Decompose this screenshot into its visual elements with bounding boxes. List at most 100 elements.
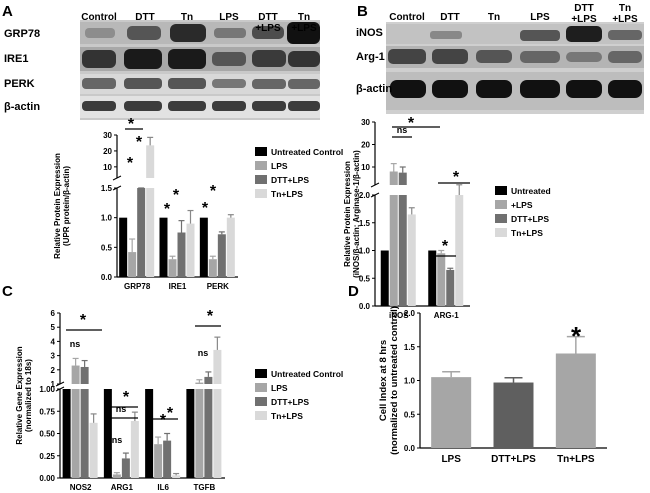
significance-star: *	[571, 321, 582, 351]
significance-star: *	[453, 169, 460, 186]
y-tick-label: 30	[361, 118, 370, 127]
y-tick-label: 0.25	[39, 452, 55, 461]
lane-label: DTT	[135, 12, 154, 23]
y-tick-label: 3	[51, 352, 56, 361]
panel-a-letter: A	[2, 3, 13, 20]
lane-label: DTT	[440, 12, 459, 23]
legend-swatch	[255, 175, 267, 184]
x-tick-label: IRE1	[169, 282, 187, 291]
lane-label: DTT +LPS	[255, 12, 281, 34]
y-tick-label: 10	[361, 163, 370, 172]
y-tick-label: 1	[51, 380, 56, 389]
legend-label: Tn+LPS	[271, 189, 303, 199]
y-tick-label: 2.0	[359, 191, 371, 200]
axis-break	[112, 175, 122, 181]
y-tick-label: 0.50	[39, 430, 55, 439]
chart-C: 0.00 0.25 0.50 0.75 1.001 2 3 4 5 6 Relative Gene …	[15, 308, 343, 492]
y-tick-label: 0.0	[101, 273, 113, 282]
y-axis-label: Cell Index at 8 hrs(normalized to untrea…	[378, 306, 400, 455]
chart-A: 0.0 0.5 1.0 1.5 10 20 30 Relative Protein Expre…	[53, 116, 343, 291]
legend-label: DTT+LPS	[511, 214, 549, 224]
panel-b-letter: B	[357, 3, 368, 20]
bar	[146, 145, 155, 178]
legend-swatch	[255, 147, 267, 156]
legend-swatch	[255, 411, 267, 420]
y-tick-label: 1.0	[404, 377, 416, 386]
band-label: β-actin	[4, 101, 40, 113]
bar	[172, 475, 181, 478]
bar	[455, 195, 464, 306]
y-tick-label: 1.0	[359, 247, 371, 256]
significance-star: *	[127, 155, 134, 172]
legend-label: LPS	[271, 161, 288, 171]
legend-swatch	[255, 383, 267, 392]
legend-label: Untreated	[511, 186, 551, 196]
lane-label-line: Tn	[298, 12, 310, 23]
legend-label: LPS	[271, 383, 288, 393]
legend-swatch	[255, 161, 267, 170]
band-label: iNOS	[356, 27, 383, 39]
y-tick-label: 1.5	[359, 219, 371, 228]
bar	[208, 259, 217, 277]
lane-label: Tn +LPS	[612, 3, 638, 25]
y-axis-label-line: Relative Gene Expression	[15, 346, 24, 444]
panel-d-letter: D	[348, 283, 359, 300]
panel-c-letter-wrap: C	[2, 283, 13, 300]
x-tick-label: ARG1	[111, 483, 134, 492]
x-tick-label: Tn+LPS	[557, 454, 595, 465]
band-label: Arg-1	[356, 51, 385, 63]
bar	[213, 349, 222, 384]
bar	[493, 382, 534, 448]
y-tick-label: 20	[103, 147, 112, 156]
significance-star: *	[164, 201, 171, 218]
x-tick-label: TGFB	[193, 483, 215, 492]
legend-swatch	[495, 200, 507, 209]
band-label: PERK	[4, 78, 35, 90]
y-tick-label: 2.0	[404, 309, 416, 318]
bar	[145, 389, 154, 478]
legend-label: Untreated Control	[271, 147, 343, 157]
significance-star: *	[128, 116, 135, 133]
lane-label: Tn	[181, 12, 193, 23]
panel-d-letter-wrap: D	[348, 283, 359, 300]
bar	[119, 217, 128, 277]
y-tick-label: 0.0	[359, 302, 371, 311]
significance-ns: ns	[70, 339, 81, 349]
y-tick-label: 0.5	[404, 410, 416, 419]
significance-ns: ns	[397, 125, 408, 135]
y-axis-label-line: (normalized to 18s)	[24, 359, 33, 432]
significance-star: *	[136, 134, 143, 151]
x-tick-label: LPS	[441, 454, 461, 465]
y-tick-label: 4	[51, 337, 56, 346]
bar	[80, 366, 89, 384]
y-tick-label: 1.00	[39, 385, 55, 394]
legend-label: DTT+LPS	[271, 397, 309, 407]
lane-label: Tn	[488, 12, 500, 23]
y-axis-label-line: Relative Protein Expression	[53, 153, 62, 259]
y-tick-label: 0.00	[39, 474, 55, 483]
legend-swatch	[255, 397, 267, 406]
bar	[128, 252, 137, 277]
bar	[437, 253, 446, 306]
significance-star: *	[80, 312, 87, 329]
band-label: GRP78	[4, 28, 40, 40]
legend-swatch	[495, 214, 507, 223]
y-tick-label: 6	[51, 309, 56, 318]
y-tick-label: 1.0	[101, 214, 113, 223]
band-label: β-actin	[356, 83, 392, 95]
significance-star: *	[442, 238, 449, 255]
bar	[195, 382, 204, 384]
y-tick-label: 1.5	[404, 343, 416, 352]
x-tick-label: NOS2	[70, 483, 92, 492]
bar	[389, 171, 398, 185]
y-tick-label: 0.5	[101, 243, 113, 252]
legend-label: DTT+LPS	[271, 175, 309, 185]
bar	[103, 389, 112, 478]
x-tick-label: DTT+LPS	[491, 454, 536, 465]
lane-label-line: +LPS	[291, 23, 317, 34]
lane-label: Control	[81, 12, 117, 23]
y-axis-label: Relative Gene Expression(normalized to 1…	[15, 346, 33, 444]
legend-swatch	[495, 228, 507, 237]
bar	[199, 217, 208, 277]
